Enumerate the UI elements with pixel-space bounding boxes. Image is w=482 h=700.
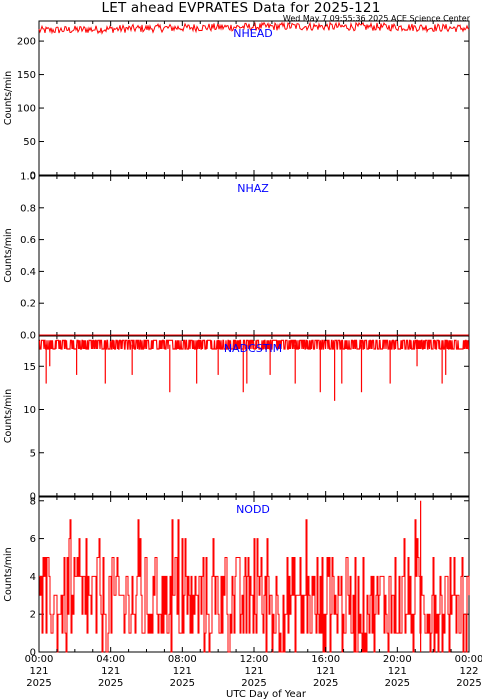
x-axis-label: UTC Day of Year (226, 689, 307, 700)
y-tick-label: 50 (23, 137, 36, 148)
series-label-nodd: NODD (236, 503, 270, 516)
y-axis-label: Counts/min (3, 547, 14, 601)
x-tick-label: 12:00 (240, 654, 269, 665)
x-tick-label: 121 (388, 666, 407, 677)
x-tick-label: 121 (101, 666, 120, 677)
y-tick-label: 100 (17, 104, 36, 115)
y-tick-label: 0 (30, 648, 36, 659)
x-tick-label: 2025 (241, 678, 266, 689)
y-tick-label: 2 (30, 610, 36, 621)
series-label-nadcstim: NADCSTIM (224, 342, 282, 355)
y-tick-label: 8 (30, 496, 36, 507)
panel-frame (38, 20, 470, 176)
panel-nhead: 0 50 100 150 200 Counts/min NHEAD (3, 20, 470, 182)
series-label-nhaz: NHAZ (237, 182, 269, 195)
y-tick-label: 200 (17, 37, 36, 48)
y-tick-label: 0.2 (20, 299, 36, 310)
y-tick-label: 0.8 (20, 203, 36, 214)
panel-frame (38, 175, 470, 336)
x-axis: 00:00121202504:00121202508:00121202512:0… (25, 654, 482, 689)
y-axis-label: Counts/min (3, 228, 14, 282)
x-tick-label: 2025 (26, 678, 51, 689)
x-tick-label: 121 (244, 666, 263, 677)
y-tick-label: 6 (30, 534, 36, 545)
timestamp: Wed May 7 09:55:36 2025 ACE Science Cent… (282, 14, 470, 23)
x-tick-label: 121 (173, 666, 192, 677)
y-tick-label: 0.0 (20, 331, 36, 342)
y-tick-label: 15 (23, 362, 36, 373)
x-tick-label: 00:00 (455, 654, 482, 665)
x-tick-label: 20:00 (383, 654, 412, 665)
y-tick-label: 4 (30, 572, 36, 583)
y-tick-label: 0.6 (20, 235, 36, 246)
y-axis-label: Counts/min (3, 71, 14, 125)
panel-nadcstim: 0 5 10 15 Counts/min NADCSTIM (3, 335, 470, 503)
panel-nodd: 0 2 4 6 8 Counts/min NODD (3, 496, 470, 659)
x-tick-label: 16:00 (311, 654, 340, 665)
panels-group: 050100150200Counts/minNHEAD0.00.20.40.60… (3, 20, 470, 659)
x-tick-label: 00:00 (25, 654, 54, 665)
y-tick-label: 1.0 (20, 172, 36, 183)
y-tick-label: 150 (17, 70, 36, 81)
y-tick-label: 0.4 (20, 267, 36, 278)
x-tick-label: 2025 (385, 678, 410, 689)
x-tick-label: 08:00 (168, 654, 197, 665)
y-axis-label: Counts/min (3, 389, 14, 443)
page-title: LET ahead EVPRATES Data for 2025-121 (101, 0, 381, 16)
x-tick-label: 2025 (456, 678, 481, 689)
x-tick-label: 2025 (98, 678, 123, 689)
series-label-nhead: NHEAD (233, 27, 272, 40)
panel-frame (38, 335, 470, 497)
x-tick-label: 122 (459, 666, 478, 677)
x-tick-label: 121 (316, 666, 335, 677)
x-tick-label: 2025 (313, 678, 338, 689)
y-tick-label: 10 (23, 405, 36, 416)
y-tick-label: 5 (30, 448, 36, 459)
x-tick-label: 121 (29, 666, 48, 677)
x-tick-label: 04:00 (96, 654, 125, 665)
y-tick-label: 0 (30, 492, 36, 503)
x-tick-label: 2025 (170, 678, 195, 689)
panel-nhaz: 0.0 0.2 0.4 0.6 0.8 1.0 Counts/min NHAZ (3, 172, 470, 342)
series-line-nodd (39, 519, 470, 653)
y-tick-label: 0 (30, 171, 36, 182)
